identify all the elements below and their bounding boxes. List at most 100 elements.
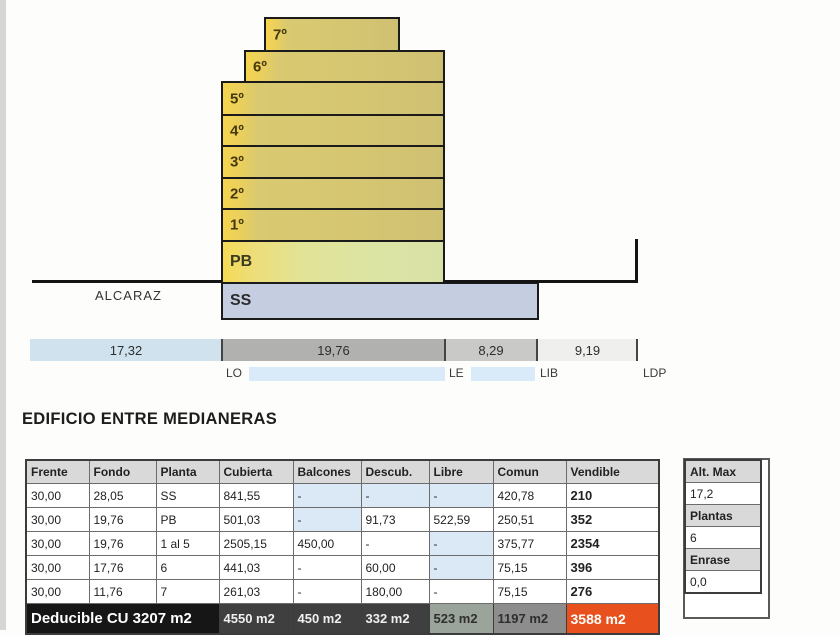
table-row-1al5: 30,00 19,76 1 al 5 2505,15 450,00 - - 37… [25, 531, 660, 556]
totals-balcones: 450 m2 [292, 603, 362, 635]
cell: 60,00 [360, 555, 430, 580]
dimension-tick [221, 339, 223, 361]
marker-lib: LIB [540, 366, 559, 380]
section-title: EDIFICIO ENTRE MEDIANERAS [22, 410, 278, 428]
cell: 2505,15 [218, 531, 294, 556]
floor-label: 7º [273, 26, 287, 43]
marker-ldp: LDP [643, 366, 667, 380]
col-header-balcones: Balcones [292, 459, 362, 484]
col-header-descub: Descub. [360, 459, 430, 484]
cell: 522,59 [428, 507, 494, 532]
cell: 11,76 [88, 579, 157, 604]
col-header-comun: Comun [492, 459, 567, 484]
floor-label: 2º [230, 185, 244, 202]
floor-label: PB [230, 253, 253, 270]
floor-2: 2º [221, 177, 445, 210]
floor-label: 3º [230, 153, 244, 171]
cell: 75,15 [492, 555, 567, 580]
col-header-vendible: Vendible [565, 459, 660, 484]
dimension-segment-lo: 17,32 [30, 339, 222, 361]
cell: - [292, 555, 362, 580]
side-header-altmax: Alt. Max [684, 459, 762, 483]
floor-label: SS [230, 292, 252, 309]
areas-table: Frente Fondo Planta Cubierta Balcones De… [25, 459, 660, 635]
cell: - [428, 531, 494, 556]
table-row-ss: 30,00 28,05 SS 841,55 - - - 420,78 210 [25, 483, 660, 508]
cell: 841,55 [218, 483, 294, 508]
table-row-6: 30,00 17,76 6 441,03 - 60,00 - 75,15 396 [25, 555, 660, 580]
cell: 75,15 [492, 579, 567, 604]
cell: 441,03 [218, 555, 294, 580]
dimension-tick [536, 339, 538, 361]
table-row-7: 30,00 11,76 7 261,03 - 180,00 - 75,15 27… [25, 579, 660, 604]
table-header-row: Frente Fondo Planta Cubierta Balcones De… [25, 459, 660, 484]
cell: 30,00 [25, 531, 90, 556]
floor-6: 6º [244, 50, 445, 83]
cell: 375,77 [492, 531, 567, 556]
col-header-cubierta: Cubierta [218, 459, 294, 484]
cell: - [428, 483, 494, 508]
dimension-value: 8,29 [478, 342, 504, 358]
cell-vendible: 396 [565, 555, 660, 580]
cell: 30,00 [25, 579, 90, 604]
cell: 30,00 [25, 483, 90, 508]
cell-vendible: 352 [565, 507, 660, 532]
totals-descub: 332 m2 [360, 603, 430, 635]
col-header-fondo: Fondo [88, 459, 157, 484]
marker-bar [471, 367, 535, 381]
dimension-value: 19,76 [317, 342, 350, 358]
cell: - [428, 579, 494, 604]
cell-vendible: 210 [565, 483, 660, 508]
side-value-enrase: 0,0 [684, 570, 762, 594]
cell: PB [155, 507, 220, 532]
cell: 420,78 [492, 483, 567, 508]
dimension-value: 9,19 [574, 342, 601, 358]
side-value-altmax: 17,2 [684, 482, 762, 505]
cell: 30,00 [25, 507, 90, 532]
totals-libre: 523 m2 [428, 603, 494, 635]
floor-5: 5º [221, 81, 445, 116]
cell: - [428, 555, 494, 580]
cell: 250,51 [492, 507, 567, 532]
floor-1: 1º [221, 208, 445, 242]
floor-label: 4º [230, 122, 244, 139]
ground-line-left [32, 280, 222, 283]
totals-label: Deducible CU 3207 m2 [25, 603, 220, 635]
cell: - [292, 483, 362, 508]
cell: 91,73 [360, 507, 430, 532]
cell: 17,76 [88, 555, 157, 580]
cell: - [292, 579, 362, 604]
cell: 19,76 [88, 531, 157, 556]
ground-line-right [443, 280, 638, 283]
cell: 30,00 [25, 555, 90, 580]
scan-edge-artifact [0, 0, 6, 630]
col-header-planta: Planta [155, 459, 220, 484]
marker-bar [249, 367, 445, 381]
floor-label: 5º [230, 90, 244, 107]
side-header-plantas: Plantas [684, 504, 762, 527]
dimension-segment-lib: 8,29 [445, 339, 537, 361]
cell: 501,03 [218, 507, 294, 532]
cell: SS [155, 483, 220, 508]
dimension-tick [636, 339, 638, 361]
dimension-tick [444, 339, 446, 361]
dimension-segment-ldp: 9,19 [537, 339, 638, 361]
floor-3: 3º [221, 145, 445, 179]
table-row-pb: 30,00 19,76 PB 501,03 - 91,73 522,59 250… [25, 507, 660, 532]
cell: - [360, 531, 430, 556]
totals-cubierta: 4550 m2 [218, 603, 294, 635]
totals-vendible: 3588 m2 [565, 603, 660, 635]
col-header-frente: Frente [25, 459, 90, 484]
cell: 6 [155, 555, 220, 580]
cell: 180,00 [360, 579, 430, 604]
floor-label: 1º [230, 216, 244, 234]
marker-lo: LO [226, 366, 243, 380]
marker-le: LE [449, 366, 464, 380]
cell: 450,00 [292, 531, 362, 556]
cell: 261,03 [218, 579, 294, 604]
floor-label: 6º [253, 58, 267, 75]
cell: 28,05 [88, 483, 157, 508]
street-label: ALCARAZ [95, 288, 162, 303]
cell: - [292, 507, 362, 532]
